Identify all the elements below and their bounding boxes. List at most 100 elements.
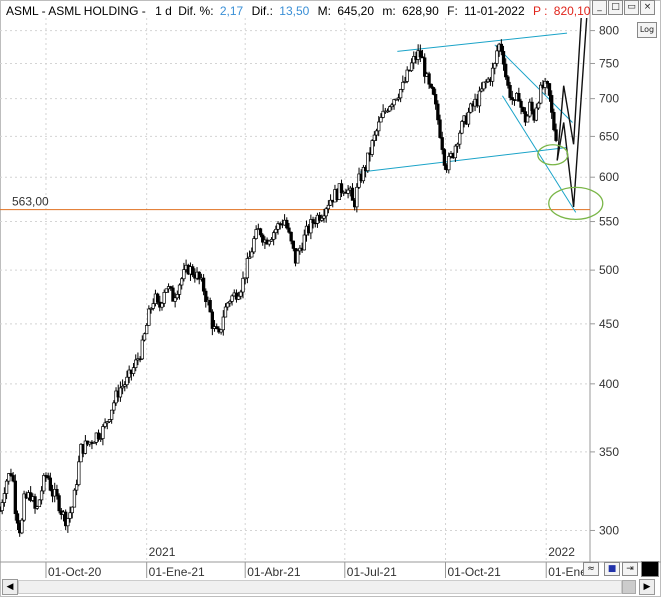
candle-body xyxy=(180,278,184,286)
y-tick-label: 700 xyxy=(599,92,619,106)
close-icon[interactable]: × xyxy=(640,0,655,15)
candle-body xyxy=(289,231,293,242)
candle-body xyxy=(171,287,175,302)
header-price-value: 820,10 xyxy=(554,4,591,18)
x-tick-label: 01-Abr-21 xyxy=(247,565,301,579)
candle-body xyxy=(22,493,26,521)
candle-body xyxy=(394,98,398,101)
candle-body xyxy=(223,306,228,318)
candle-body xyxy=(328,199,333,206)
candle-body xyxy=(96,432,101,440)
candle-body xyxy=(409,62,414,71)
candle-body xyxy=(151,303,155,309)
log-scale-button[interactable]: Log xyxy=(637,22,657,38)
y-tick-label: 300 xyxy=(599,523,619,537)
header-min-label: m: xyxy=(382,4,395,18)
candle-body xyxy=(261,234,265,243)
maximize-icon[interactable]: □ xyxy=(608,0,623,15)
save-icon[interactable]: ■ xyxy=(604,562,620,576)
export-icon[interactable]: ⇥ xyxy=(622,562,638,576)
candle-body xyxy=(92,442,96,444)
channel-line xyxy=(494,44,573,123)
candle-body xyxy=(155,293,160,303)
candle-body xyxy=(326,204,331,210)
candle-body xyxy=(438,119,442,138)
candle-body xyxy=(221,316,225,331)
candle-body xyxy=(274,228,278,234)
restore-icon[interactable]: ▭ xyxy=(624,0,639,15)
candle-body xyxy=(118,387,123,398)
header-dif-value: 13,50 xyxy=(279,4,309,18)
minimize-icon[interactable]: _ xyxy=(592,0,607,15)
candle-body xyxy=(466,111,471,125)
candle-body xyxy=(320,217,324,221)
candle-body xyxy=(501,51,506,65)
candle-body xyxy=(99,438,103,440)
candle-body xyxy=(219,329,223,333)
candle-body xyxy=(72,489,77,508)
candle-body xyxy=(254,229,258,239)
header-dif-pct-label: Dif. %: xyxy=(178,4,213,18)
candle-body xyxy=(11,475,15,482)
candle-body xyxy=(434,94,438,105)
candle-body xyxy=(175,294,179,299)
x-tick-label: 01-Ene- xyxy=(548,565,591,579)
candle-body xyxy=(66,518,70,527)
candle-body xyxy=(13,480,17,515)
candle-body xyxy=(552,112,556,131)
candle-body xyxy=(493,63,497,69)
candle-body xyxy=(112,402,116,411)
candle-body xyxy=(506,76,510,86)
candle-body xyxy=(469,103,473,113)
candle-body xyxy=(291,240,296,249)
candle-body xyxy=(350,187,355,201)
scroll-right-icon[interactable]: ▶ xyxy=(639,579,655,595)
candle-body xyxy=(267,240,271,245)
candle-body xyxy=(239,291,243,297)
candle-body xyxy=(208,300,212,313)
candle-body xyxy=(0,510,2,512)
header-max-value: 645,20 xyxy=(337,4,374,18)
scroll-left-icon[interactable]: ◀ xyxy=(2,579,18,595)
candle-body xyxy=(46,475,50,479)
candle-body xyxy=(191,266,195,276)
candle-body xyxy=(504,63,508,78)
candle-body xyxy=(39,490,44,501)
scale-toggle-icon[interactable]: ≈ xyxy=(583,562,599,576)
candle-body xyxy=(379,117,383,123)
candle-body xyxy=(241,277,245,293)
candle-body xyxy=(177,284,182,295)
candle-body xyxy=(372,134,377,141)
y-tick-label: 500 xyxy=(599,263,619,277)
candle-body xyxy=(545,80,549,84)
horizontal-scrollbar[interactable] xyxy=(18,580,622,594)
candle-body xyxy=(453,145,458,159)
y-tick-label: 450 xyxy=(599,317,619,331)
candle-body xyxy=(276,223,280,230)
year-marker-label: 2021 xyxy=(149,545,176,559)
header-date-value: 11-01-2022 xyxy=(464,4,525,18)
projection-lines xyxy=(556,17,588,207)
candle-body xyxy=(125,376,129,386)
candle-body xyxy=(510,97,514,100)
candle-body xyxy=(460,121,464,134)
y-tick-label: 400 xyxy=(599,377,619,391)
candle-body xyxy=(68,512,72,519)
candle-body xyxy=(396,97,401,100)
candle-body xyxy=(120,385,125,389)
channel-lines xyxy=(360,32,577,213)
scrollbar-thumb[interactable] xyxy=(622,580,636,594)
candle-body xyxy=(33,496,37,509)
candle-body xyxy=(236,295,241,300)
candle-body xyxy=(385,110,390,113)
target-ellipse xyxy=(537,144,569,166)
candle-body xyxy=(536,102,541,109)
candle-body xyxy=(138,358,142,361)
candle-body xyxy=(482,81,486,90)
candle-body xyxy=(296,250,300,264)
color-swatch-icon[interactable] xyxy=(641,561,659,577)
candle-body xyxy=(15,513,20,524)
candle-body xyxy=(9,473,13,476)
candle-body xyxy=(484,81,488,84)
candle-body xyxy=(107,419,112,423)
